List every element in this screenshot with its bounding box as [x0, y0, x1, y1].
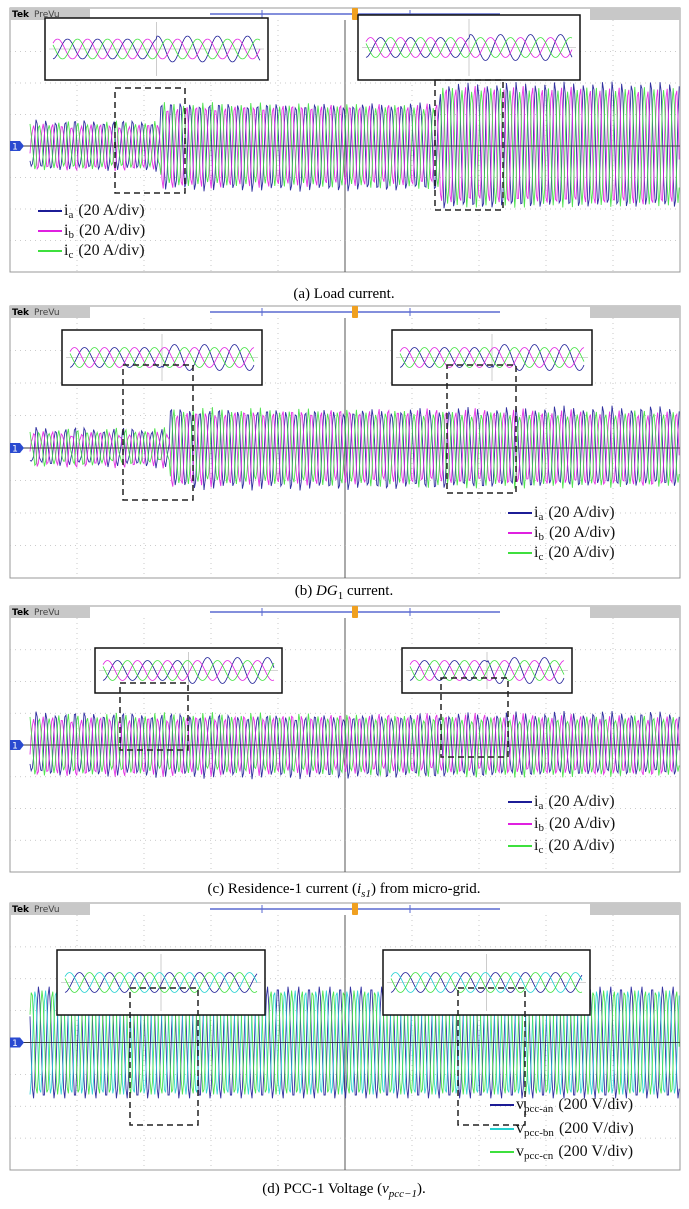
caption-part: (a) Load current.: [293, 286, 394, 302]
caption-part: current.: [343, 583, 393, 599]
caption-part: ) from micro-grid.: [371, 881, 481, 897]
caption-part: pcc−1: [388, 1188, 417, 1200]
legend-scale: (20 A/div): [548, 793, 614, 810]
legend-scale: (20 A/div): [548, 504, 614, 521]
legend-subscript: c: [538, 551, 543, 563]
legend-subscript: c: [68, 249, 73, 261]
top-bar-right: [590, 8, 680, 20]
caption-part: s1: [361, 888, 371, 900]
legend-symbol: v: [516, 1120, 524, 1137]
brand: Tek: [12, 608, 30, 618]
caption-part: (d) PCC-1 Voltage (: [262, 1181, 382, 1197]
legend-subscript: pcc-bn: [524, 1127, 554, 1139]
legend-scale: (200 V/div): [558, 1096, 633, 1113]
trigger-marker: [352, 8, 358, 20]
legend-scale: (20 A/div): [548, 837, 614, 854]
legend-scale: (20 A/div): [79, 222, 145, 239]
top-bar-right: [590, 306, 680, 318]
brand: Tek: [12, 10, 30, 20]
legend-subscript: b: [538, 822, 544, 834]
mode: PreVu: [34, 308, 60, 318]
scope-panel: TekPreVu1vpcc-an(200 V/div)vpcc-bn(200 V…: [10, 903, 680, 1170]
caption-part: (b): [295, 583, 316, 599]
legend-scale: (20 A/div): [548, 544, 614, 561]
channel-number: 1: [12, 742, 18, 752]
caption-part: DG: [315, 583, 338, 599]
brand: Tek: [12, 308, 30, 318]
caption: (b) DG1 current.: [295, 583, 393, 602]
trigger-marker: [352, 306, 358, 318]
caption: (a) Load current.: [293, 286, 394, 302]
trigger-marker: [352, 903, 358, 915]
caption-part: (c) Residence-1 current (: [207, 881, 357, 897]
legend-scale: (200 V/div): [558, 1143, 633, 1160]
channel-number: 1: [12, 1039, 18, 1049]
legend-subscript: a: [538, 800, 543, 812]
channel-number: 1: [12, 143, 18, 153]
legend-subscript: b: [68, 229, 74, 241]
caption: (d) PCC-1 Voltage (vpcc−1).: [262, 1181, 425, 1200]
trigger-marker: [352, 606, 358, 618]
top-bar-right: [590, 606, 680, 618]
legend-symbol: v: [516, 1096, 524, 1113]
mode: PreVu: [34, 905, 60, 915]
mode: PreVu: [34, 608, 60, 618]
brand: Tek: [12, 905, 30, 915]
caption: (c) Residence-1 current (is1) from micro…: [207, 881, 480, 900]
top-bar-right: [590, 903, 680, 915]
figure: TekPreVu1ia(20 A/div)ib(20 A/div)ic(20 A…: [0, 0, 689, 1209]
legend-scale: (20 A/div): [78, 242, 144, 259]
legend-symbol: v: [516, 1143, 524, 1160]
legend-subscript: a: [68, 209, 73, 221]
scope-panel: TekPreVu1ia(20 A/div)ib(20 A/div)ic(20 A…: [10, 306, 680, 578]
legend-scale: (200 V/div): [559, 1120, 634, 1137]
legend-subscript: c: [538, 844, 543, 856]
legend-scale: (20 A/div): [78, 202, 144, 219]
caption-part: ).: [417, 1181, 426, 1197]
legend-subscript: pcc-cn: [524, 1150, 554, 1162]
legend-subscript: pcc-an: [524, 1103, 554, 1115]
legend-scale: (20 A/div): [549, 815, 615, 832]
legend-subscript: a: [538, 511, 543, 523]
legend-subscript: b: [538, 531, 544, 543]
channel-number: 1: [12, 445, 18, 455]
legend-scale: (20 A/div): [549, 524, 615, 541]
